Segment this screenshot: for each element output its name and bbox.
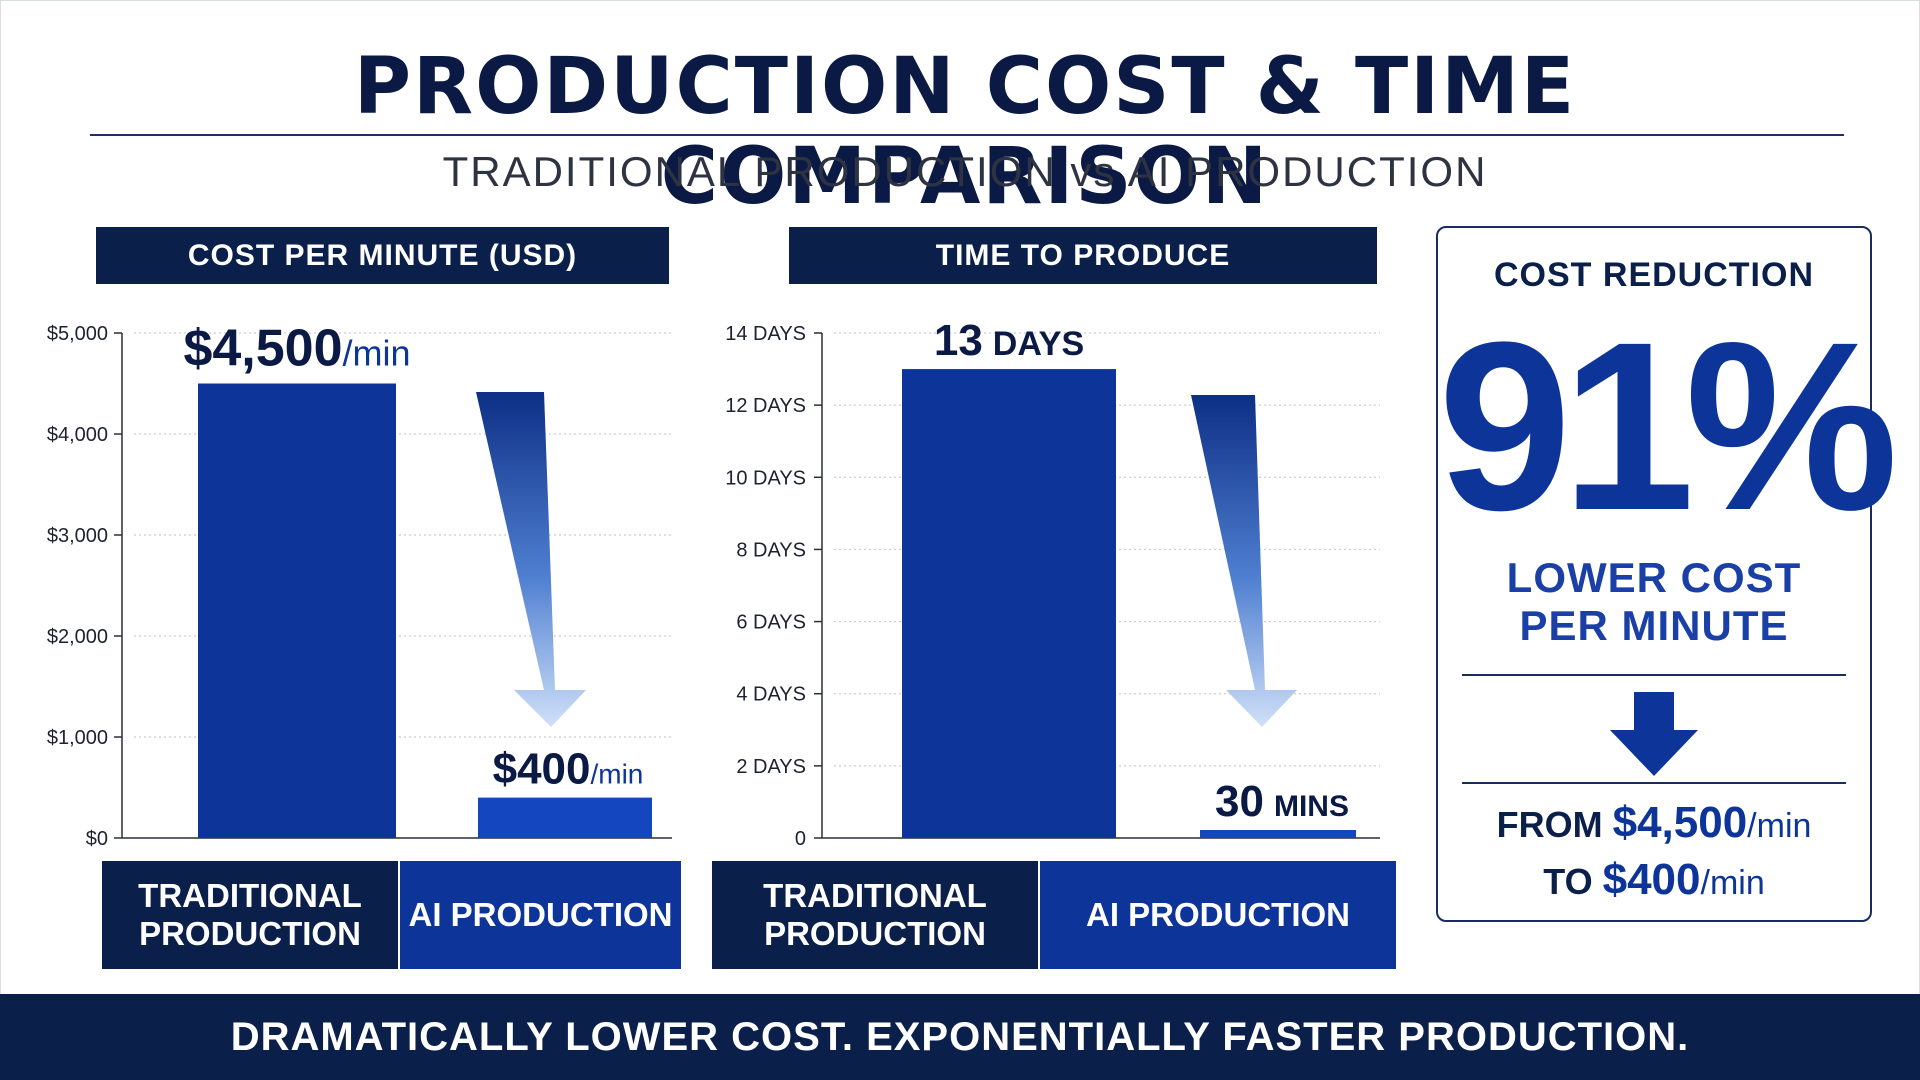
card-to-unit: /min <box>1700 864 1765 902</box>
card-title: COST REDUCTION <box>1494 256 1814 294</box>
card-percent: 91% <box>1438 292 1898 560</box>
card-divider-top <box>1462 674 1846 676</box>
cost-bar-ai <box>478 797 652 838</box>
time-ytick-label: 12 DAYS <box>725 395 806 417</box>
time-bar-traditional <box>902 369 1116 838</box>
time-ytick-label: 8 DAYS <box>736 539 806 561</box>
page-subtitle: TRADITIONAL PRODUCTION vs AI PRODUCTION <box>442 148 1488 195</box>
card-line-2: PER MINUTE <box>1519 602 1789 649</box>
page-title: PRODUCTION COST & TIME COMPARISON <box>353 42 1577 222</box>
time-ytick-label: 0 <box>795 828 806 850</box>
cost-chart-title: COST PER MINUTE (USD) <box>96 227 669 284</box>
cost-category-bar: TRADITIONAL PRODUCTION AI PRODUCTION <box>102 861 681 969</box>
card-from-label: FROM <box>1496 804 1603 845</box>
card-line-1: LOWER COST <box>1506 554 1802 601</box>
cost-data-label-ai: $400/min <box>493 745 644 794</box>
time-chart-title: TIME TO PRODUCE <box>789 227 1377 284</box>
card-divider-bottom <box>1462 782 1846 784</box>
time-category-traditional: TRADITIONAL PRODUCTION <box>712 861 1038 969</box>
cost-chart: $0 $1,000 $2,000 $3,000 $4,000 $5,000 $4,500/m… <box>47 320 672 850</box>
time-ytick-label: 2 DAYS <box>736 756 806 778</box>
card-description: LOWER COST PER MINUTE <box>1438 554 1870 650</box>
cost-ytick-label: $0 <box>86 828 108 850</box>
footer-banner: DRAMATICALLY LOWER COST. EXPONENTIALLY F… <box>0 994 1920 1080</box>
cost-ytick-label: $5,000 <box>47 323 108 345</box>
time-category-bar: TRADITIONAL PRODUCTION AI PRODUCTION <box>712 861 1396 969</box>
title-divider <box>90 134 1844 136</box>
cost-ytick-label: $2,000 <box>47 626 108 648</box>
cost-category-traditional: TRADITIONAL PRODUCTION <box>102 861 398 969</box>
card-from-line: FROM $4,500/min <box>1438 796 1870 853</box>
time-ytick-label: 6 DAYS <box>736 612 806 634</box>
time-trend-arrow-icon <box>1191 395 1297 727</box>
time-category-ai: AI PRODUCTION <box>1038 861 1396 969</box>
cost-ytick-label: $4,000 <box>47 424 108 446</box>
card-to-line: TO $400/min <box>1438 853 1870 910</box>
time-chart: 0 2 DAYS 4 DAYS 6 DAYS 8 DAYS 10 DAYS 12 DAYS 1… <box>725 316 1380 850</box>
arrow-down-icon <box>1610 692 1698 776</box>
card-to-value: $400 <box>1602 855 1701 904</box>
cost-reduction-card: COST REDUCTION 91% LOWER COST PER MINUTE… <box>1436 226 1898 922</box>
time-data-label-traditional: 13 DAYS <box>934 316 1084 365</box>
card-from-unit: /min <box>1747 807 1812 845</box>
time-ytick-label: 10 DAYS <box>725 467 806 489</box>
time-data-label-ai: 30 MINS <box>1215 777 1349 826</box>
card-to-label: TO <box>1543 861 1593 902</box>
card-from-value: $4,500 <box>1612 798 1748 847</box>
time-ytick-label: 4 DAYS <box>736 684 806 706</box>
cost-category-ai: AI PRODUCTION <box>398 861 681 969</box>
cost-trend-arrow-icon <box>476 392 586 727</box>
time-ytick-label: 14 DAYS <box>725 323 806 345</box>
card-from-to: FROM $4,500/min TO $400/min <box>1438 796 1870 910</box>
cost-bar-traditional <box>198 383 396 838</box>
cost-ytick-label: $3,000 <box>47 525 108 547</box>
cost-ytick-label: $1,000 <box>47 727 108 749</box>
cost-data-label-traditional: $4,500/min <box>183 320 410 378</box>
time-bar-ai <box>1200 830 1356 838</box>
